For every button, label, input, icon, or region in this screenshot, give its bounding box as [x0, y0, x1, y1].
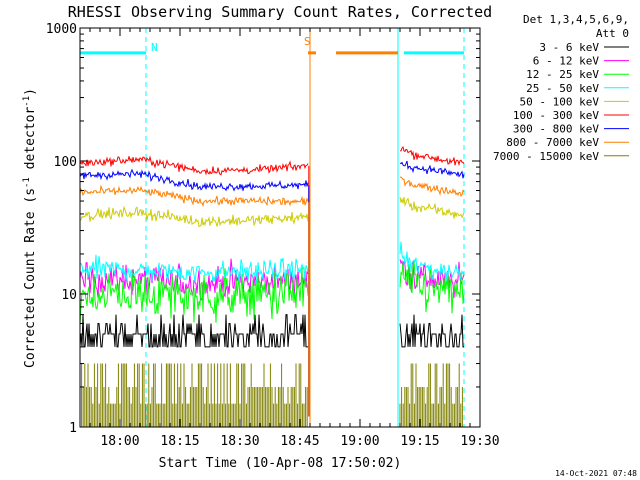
legend-header-line2: Att 0 [596, 27, 629, 40]
y-tick-label: 1000 [46, 22, 77, 37]
series-line [399, 145, 465, 167]
series-line [79, 155, 309, 176]
y-axis: 1 10 100 1000 [46, 22, 480, 436]
series-line [79, 363, 308, 427]
series-line [399, 196, 465, 219]
series-line [79, 267, 309, 326]
flag-label-s: S [304, 35, 311, 48]
x-tick-label: 18:15 [160, 434, 199, 449]
series-line [399, 241, 465, 282]
legend-label: 6 - 12 keV [533, 55, 600, 68]
series-line [79, 184, 309, 207]
legend-label: 100 - 300 keV [513, 109, 599, 122]
y-axis-label: Corrected Count Rate (s-1 detector-1) [22, 88, 38, 368]
legend-header-line1: Det 1,3,4,5,6,9, [523, 13, 629, 26]
flag-label-n: N [151, 41, 158, 54]
x-tick-label: 18:30 [220, 434, 259, 449]
legend-label: 800 - 7000 keV [506, 136, 599, 149]
series-line [79, 254, 309, 284]
series-line [399, 314, 464, 348]
y-axis-label-sup2: -1 [22, 96, 32, 107]
series-line [399, 363, 463, 427]
series-line [79, 258, 309, 303]
legend-label: 50 - 100 keV [520, 95, 600, 108]
series-line [399, 160, 465, 179]
footer-date: 14-Oct-2021 07:48 [555, 469, 637, 478]
y-axis-label-mid: detector [23, 107, 38, 178]
series-line [79, 168, 309, 192]
x-axis-label: Start Time (10-Apr-08 17:50:02) [159, 456, 402, 471]
y-tick-label: 10 [61, 288, 77, 303]
y-tick-label: 1 [69, 421, 77, 436]
legend-label: 300 - 800 keV [513, 123, 599, 136]
legend-label: 12 - 25 keV [526, 68, 599, 81]
series-line [79, 314, 308, 348]
series-line [399, 261, 465, 314]
chart-title: RHESSI Observing Summary Count Rates, Co… [68, 3, 492, 21]
series-line [79, 205, 309, 228]
x-axis: 18:00 18:15 18:30 18:45 19:00 19:15 19:30 [79, 28, 500, 449]
y-axis-label-end: ) [23, 88, 38, 96]
y-tick-label: 100 [54, 155, 77, 170]
x-tick-label: 18:45 [280, 434, 319, 449]
x-tick-label: 19:15 [400, 434, 439, 449]
legend-label: 3 - 6 keV [539, 41, 599, 54]
x-tick-label: 19:30 [460, 434, 499, 449]
x-tick-label: 18:00 [100, 434, 139, 449]
series-line [399, 176, 465, 197]
y-axis-label-main: Corrected Count Rate (s [23, 188, 38, 368]
y-axis-label-sup1: -1 [22, 177, 32, 188]
x-tick-label: 19:00 [340, 434, 379, 449]
legend-label: 25 - 50 keV [526, 82, 599, 95]
legend-label: 7000 - 15000 keV [493, 150, 599, 163]
plot-frame [79, 27, 481, 428]
